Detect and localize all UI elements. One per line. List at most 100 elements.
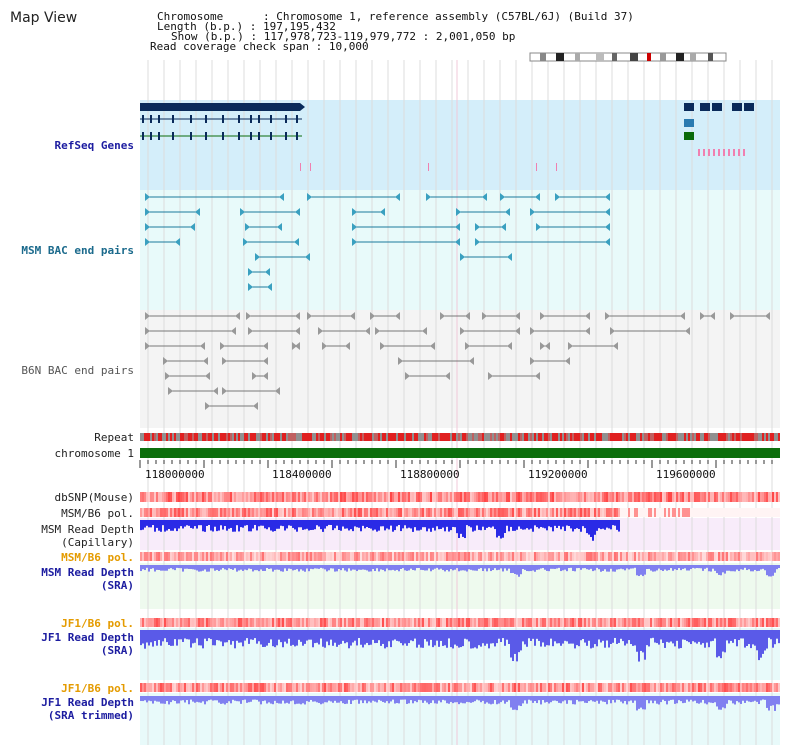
depth-bar [632, 565, 634, 569]
pol-mark [722, 552, 724, 561]
pol-mark [756, 508, 758, 517]
depth-bar [374, 565, 376, 572]
pol-mark [602, 683, 604, 692]
depth-bar [762, 630, 764, 654]
depth-bar [300, 630, 302, 642]
show-value: 117,978,723-119,979,772 : 2,001,050 bp [263, 30, 516, 43]
depth-bar [568, 520, 570, 527]
dbsnp-mark [570, 492, 572, 502]
depth-bar [714, 696, 716, 703]
dbsnp-mark [678, 492, 680, 502]
bac-end [295, 327, 300, 335]
depth-bar [618, 696, 620, 700]
pol-mark [246, 618, 248, 627]
depth-bar [630, 630, 632, 645]
repeat-mark [160, 433, 162, 441]
depth-bar [356, 520, 358, 528]
ideogram-band [612, 53, 617, 61]
track-label-msm-bac[interactable]: MSM BAC end pairs [21, 244, 134, 257]
pol-mark [164, 508, 166, 517]
track-label-chromosome[interactable]: chromosome 1 [54, 447, 134, 460]
depth-bar [262, 565, 264, 571]
dbsnp-mark [474, 492, 476, 502]
depth-bar [678, 696, 680, 701]
repeat-mark [714, 433, 716, 441]
depth-bar [688, 565, 690, 571]
pol-mark [434, 683, 436, 692]
repeat-mark [356, 433, 358, 441]
track-label-jf1-b6-pol-2[interactable]: JF1/B6 pol. [61, 682, 134, 695]
pol-mark [382, 618, 384, 627]
depth-bar [770, 565, 772, 577]
pol-mark [468, 618, 470, 627]
track-label-refseq[interactable]: RefSeq Genes [54, 139, 134, 152]
pol-mark [354, 683, 356, 692]
refseq-mark [713, 149, 715, 156]
depth-bar [342, 565, 344, 569]
depth-bar [222, 520, 224, 530]
repeat-mark [604, 433, 606, 441]
pol-mark [698, 552, 700, 561]
track-label-dbsnp[interactable]: dbSNP(Mouse) [54, 491, 134, 504]
repeat-mark [534, 433, 536, 441]
track-label-b6n-bac[interactable]: B6N BAC end pairs [21, 364, 134, 377]
track-label-msm-b6-pol[interactable]: MSM/B6 pol. [61, 507, 134, 520]
depth-bar [768, 565, 770, 577]
dbsnp-mark [336, 492, 338, 502]
bac-end [469, 357, 474, 365]
depth-bar [268, 520, 270, 528]
depth-bar [580, 696, 582, 702]
depth-bar [260, 565, 262, 570]
dbsnp-mark [672, 492, 674, 502]
track-label-jf1-b6-pol[interactable]: JF1/B6 pol. [61, 617, 134, 630]
depth-bar [560, 630, 562, 646]
pol-mark [400, 683, 402, 692]
dbsnp-mark [324, 492, 326, 502]
depth-bar [182, 630, 184, 642]
pol-mark [532, 552, 534, 561]
dbsnp-mark [154, 492, 156, 502]
track-label-jf1-depth[interactable]: JF1 Read Depth [41, 631, 134, 644]
repeat-mark [744, 433, 746, 441]
depth-bar [586, 565, 588, 570]
pol-mark [194, 508, 196, 517]
depth-bar [408, 696, 410, 704]
repeat-mark [314, 433, 316, 441]
pol-mark [710, 552, 712, 561]
dbsnp-mark [578, 492, 580, 502]
pol-mark [698, 508, 700, 517]
depth-bar [426, 630, 428, 642]
pol-mark [518, 508, 520, 517]
repeat-mark [178, 433, 180, 441]
pol-mark [390, 552, 392, 561]
depth-bar [274, 565, 276, 570]
pol-mark [146, 683, 148, 692]
pol-mark [484, 618, 486, 627]
dbsnp-mark [700, 492, 702, 502]
depth-bar [756, 696, 758, 702]
track-label-jf1-depth-trim[interactable]: JF1 Read Depth [41, 696, 134, 709]
dbsnp-mark [260, 492, 262, 502]
track-label-msm-depth-sra[interactable]: MSM Read Depth [41, 566, 134, 579]
depth-bar [586, 630, 588, 646]
repeat-mark [366, 433, 368, 441]
bac-end [536, 223, 541, 231]
repeat-mark [710, 433, 712, 441]
pol-mark [764, 683, 766, 692]
depth-bar [458, 565, 460, 572]
dbsnp-mark [502, 492, 504, 502]
depth-bar [636, 696, 638, 711]
pol-mark [312, 618, 314, 627]
pol-mark [618, 508, 620, 517]
dbsnp-mark [732, 492, 734, 502]
track-label-msm-depth-cap[interactable]: MSM Read Depth [41, 523, 134, 536]
dbsnp-mark [648, 492, 650, 502]
track-label-repeat[interactable]: Repeat [94, 431, 134, 444]
depth-bar [580, 520, 582, 532]
pol-mark [444, 552, 446, 561]
track-label-msm-b6-pol-2[interactable]: MSM/B6 pol. [61, 551, 134, 564]
pol-mark [648, 618, 650, 627]
depth-bar [530, 565, 532, 572]
pol-mark [242, 683, 244, 692]
pol-mark [174, 618, 176, 627]
